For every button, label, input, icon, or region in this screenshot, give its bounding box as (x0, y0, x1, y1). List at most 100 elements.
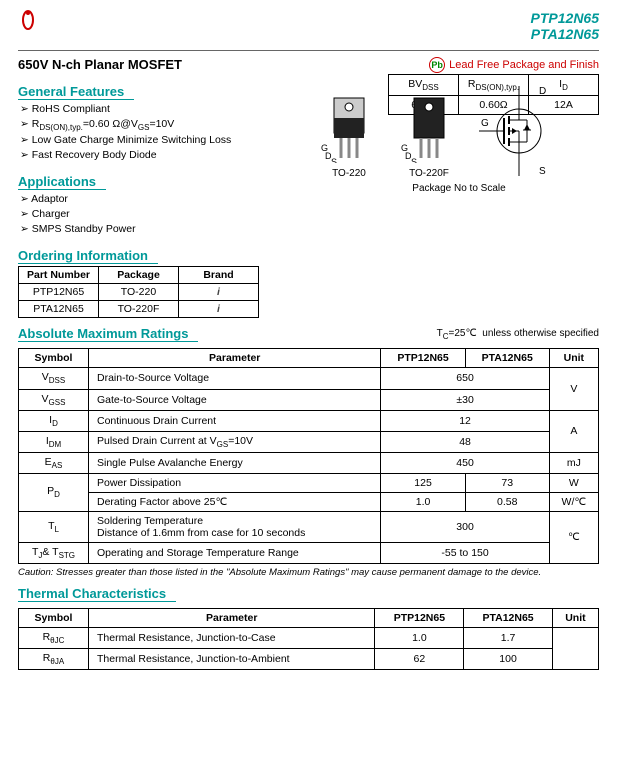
table-cell: Operating and Storage Temperature Range (89, 542, 381, 563)
package-label: TO-220 (319, 168, 379, 179)
list-item: Fast Recovery Body Diode (20, 148, 318, 163)
list-item: Adaptor (20, 192, 318, 207)
table-cell: TJ& TSTG (19, 542, 89, 563)
table-cell: 450 (381, 452, 549, 473)
tc-note: TC=25℃ unless otherwise specified (437, 328, 599, 341)
table-cell: 125 (381, 473, 465, 492)
table-cell: i (179, 301, 259, 318)
table-row: RθJC Thermal Resistance, Junction-to-Cas… (19, 627, 599, 648)
table-cell: 1.0 (375, 627, 464, 648)
table-cell: IDM (19, 431, 89, 452)
table-cell: ℃ (549, 511, 598, 563)
table-cell: W/℃ (549, 492, 598, 511)
column-header: PTA12N65 (465, 349, 549, 368)
ordering-heading: Ordering Information (18, 248, 158, 264)
table-row: Derating Factor above 25℃ 1.0 0.58 W/℃ (19, 492, 599, 511)
abs-max-heading: Absolute Maximum Ratings (18, 326, 198, 342)
abs-max-table: Symbol Parameter PTP12N65 PTA12N65 Unit … (18, 348, 599, 564)
list-item: Low Gate Charge Minimize Switching Loss (20, 133, 318, 148)
column-header: Parameter (89, 608, 375, 627)
table-cell: 73 (465, 473, 549, 492)
table-cell: 12 (381, 410, 549, 431)
table-row: Part Number Package Brand (19, 267, 259, 284)
table-cell: VDSS (19, 368, 89, 389)
table-cell: TO-220F (99, 301, 179, 318)
column-header: Unit (552, 608, 598, 627)
svg-text:S: S (539, 166, 546, 176)
caution-note: Caution: Stresses greater than those lis… (18, 567, 599, 578)
column-header: PTA12N65 (464, 608, 553, 627)
svg-text:S: S (411, 157, 417, 163)
svg-text:S: S (331, 157, 337, 163)
table-cell (552, 627, 598, 669)
column-header: PTP12N65 (375, 608, 464, 627)
table-cell: RθJA (19, 649, 89, 670)
packages-row: GDS TO-220 GDS TO-220F (319, 86, 388, 179)
thermal-table: Symbol Parameter PTP12N65 PTA12N65 Unit … (18, 608, 599, 670)
table-cell: Thermal Resistance, Junction-to-Ambient (89, 649, 375, 670)
table-row: VGSS Gate-to-Source Voltage ±30 (19, 389, 599, 410)
applications-list: Adaptor Charger SMPS Standby Power (18, 192, 318, 236)
list-item: Charger (20, 207, 318, 222)
table-cell: A (549, 410, 598, 452)
pb-free-icon: Pb (429, 57, 445, 73)
table-cell: i (179, 284, 259, 301)
column-header: Symbol (19, 349, 89, 368)
table-cell: V (549, 368, 598, 410)
column-header: Unit (549, 349, 598, 368)
table-cell: 0.58 (465, 492, 549, 511)
table-cell: PTP12N65 (19, 284, 99, 301)
column-header: PTP12N65 (381, 349, 465, 368)
svg-text:D: D (539, 86, 546, 97)
table-cell: ID (19, 410, 89, 431)
package-to220: GDS TO-220 (319, 93, 379, 179)
table-cell: Single Pulse Avalanche Energy (89, 452, 381, 473)
to220-icon: GDS (319, 93, 379, 163)
table-cell: ±30 (381, 389, 549, 410)
table-cell: 48 (381, 431, 549, 452)
table-cell: RθJC (19, 627, 89, 648)
column-header: Brand (179, 267, 259, 284)
table-row: IDM Pulsed Drain Current at VGS=10V 48 (19, 431, 599, 452)
part-number-1: PTP12N65 (531, 10, 599, 26)
table-row: PTP12N65 TO-220 i (19, 284, 259, 301)
column-header: Package (99, 267, 179, 284)
table-cell: -55 to 150 (381, 542, 549, 563)
list-item: SMPS Standby Power (20, 222, 318, 237)
table-cell: 300 (381, 511, 549, 542)
column-header: Parameter (89, 349, 381, 368)
list-item: RoHS Compliant (20, 102, 318, 117)
table-cell: 650 (381, 368, 549, 389)
table-cell: 1.7 (464, 627, 553, 648)
applications-heading: Applications (18, 174, 106, 190)
company-logo (18, 10, 38, 30)
table-cell: 100 (464, 649, 553, 670)
brand-icon: i (217, 286, 220, 298)
mosfet-symbol: D G S (479, 86, 549, 179)
table-row: TJ& TSTG Operating and Storage Temperatu… (19, 542, 599, 563)
general-features-heading: General Features (18, 84, 134, 100)
general-features-list: RoHS Compliant RDS(ON),typ.=0.60 Ω@VGS=1… (18, 102, 318, 162)
ordering-table: Part Number Package Brand PTP12N65 TO-22… (18, 266, 259, 318)
lead-free-badge: Pb Lead Free Package and Finish (429, 57, 599, 73)
main-title: 650V N-ch Planar MOSFET (18, 57, 182, 72)
list-item: RDS(ON),typ.=0.60 Ω@VGS=10V (20, 117, 318, 133)
table-cell: Thermal Resistance, Junction-to-Case (89, 627, 375, 648)
table-row: PD Power Dissipation 125 73 W (19, 473, 599, 492)
table-cell: 1.0 (381, 492, 465, 511)
lead-free-text: Lead Free Package and Finish (449, 59, 599, 71)
part-number-2: PTA12N65 (531, 26, 599, 42)
table-cell: Gate-to-Source Voltage (89, 389, 381, 410)
table-cell: TL (19, 511, 89, 542)
table-cell: mJ (549, 452, 598, 473)
table-row: EAS Single Pulse Avalanche Energy 450 mJ (19, 452, 599, 473)
table-row: Symbol Parameter PTP12N65 PTA12N65 Unit (19, 608, 599, 627)
table-cell: EAS (19, 452, 89, 473)
table-row: RθJA Thermal Resistance, Junction-to-Amb… (19, 649, 599, 670)
table-row: TL Soldering TemperatureDistance of 1.6m… (19, 511, 599, 542)
page-header: PTP12N65 PTA12N65 (18, 10, 599, 42)
column-header: Symbol (19, 608, 89, 627)
table-cell: W (549, 473, 598, 492)
package-to220f: GDS TO-220F (399, 93, 459, 179)
table-cell: Continuous Drain Current (89, 410, 381, 431)
